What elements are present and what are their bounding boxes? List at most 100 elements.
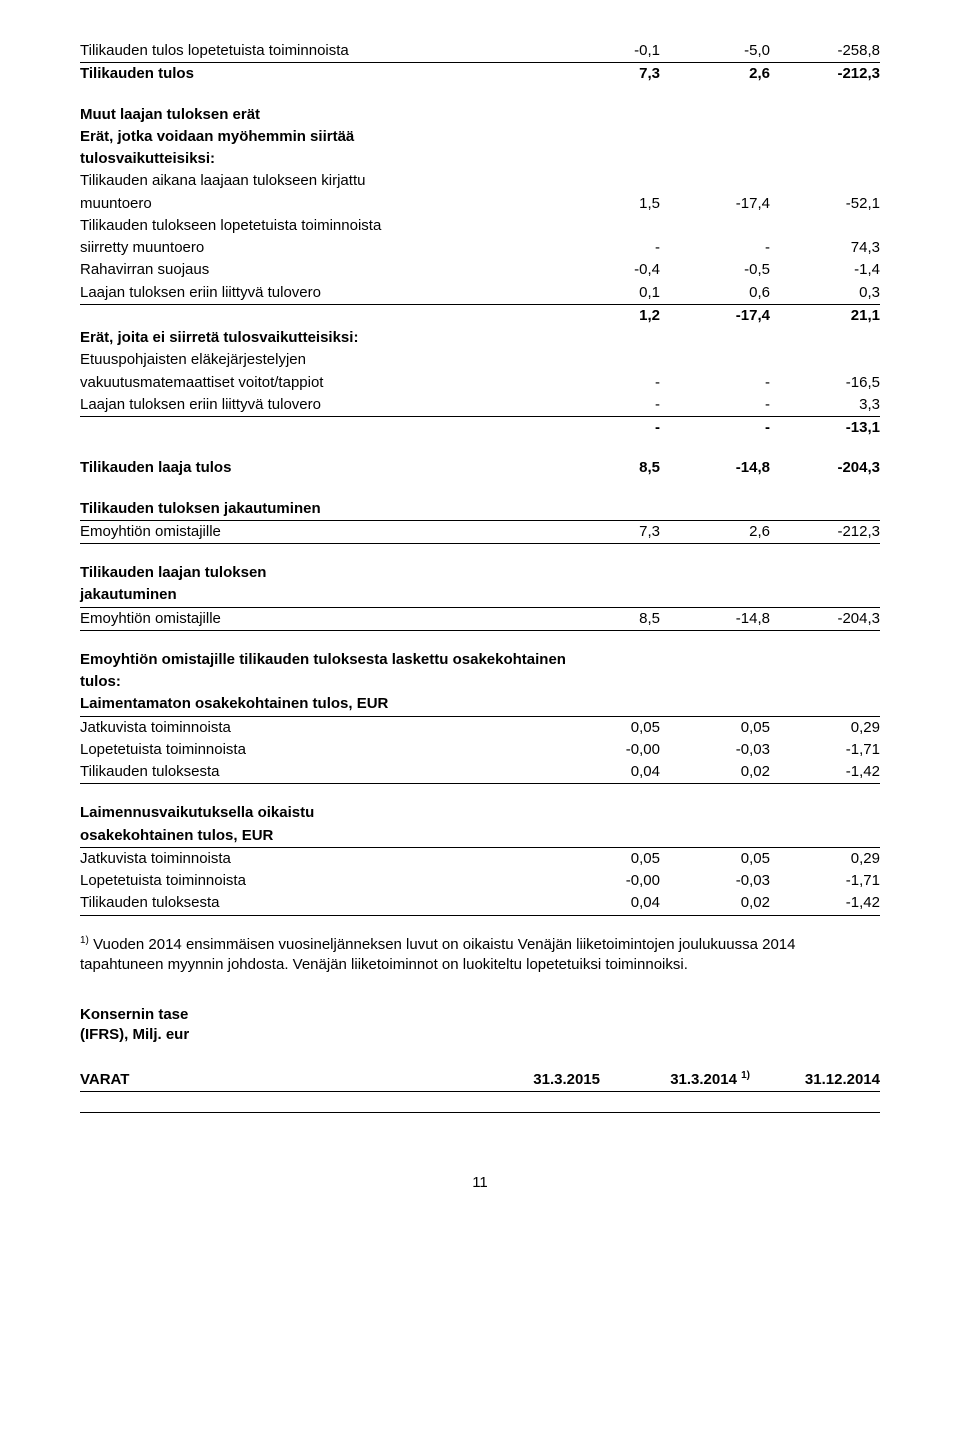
subheading-line: tulosvaikutteisiksi: bbox=[80, 148, 880, 170]
subheading: Laimentamaton osakekohtainen tulos, EUR bbox=[80, 693, 880, 716]
cell: 0,02 bbox=[660, 892, 770, 915]
cell: - bbox=[660, 394, 770, 417]
footnote-text: Vuoden 2014 ensimmäisen vuosineljännekse… bbox=[80, 936, 795, 973]
table-row: Emoyhtiön omistajille 7,3 2,6 -212,3 bbox=[80, 520, 880, 543]
cell: 1,2 bbox=[550, 304, 660, 327]
cell: -17,4 bbox=[660, 193, 770, 215]
table-row: Tilikauden tulos lopetetuista toiminnois… bbox=[80, 40, 880, 63]
table-row: Emoyhtiön omistajille 8,5 -14,8 -204,3 bbox=[80, 607, 880, 630]
col-header-sup: 1) bbox=[741, 1070, 750, 1081]
table-row: vakuutusmatemaattiset voitot/tappiot - -… bbox=[80, 372, 880, 394]
cell: -17,4 bbox=[660, 304, 770, 327]
cell: -258,8 bbox=[770, 40, 880, 63]
cell: 0,1 bbox=[550, 282, 660, 305]
cell: - bbox=[660, 237, 770, 259]
cell: 0,04 bbox=[550, 892, 660, 915]
cell: -0,00 bbox=[550, 870, 660, 892]
table-row: Tilikauden tuloksesta 0,04 0,02 -1,42 bbox=[80, 892, 880, 915]
row-label: Tilikauden laaja tulos bbox=[80, 457, 550, 479]
row-label: Jatkuvista toiminnoista bbox=[80, 847, 550, 870]
cell: 0,29 bbox=[770, 716, 880, 739]
cell: -1,42 bbox=[770, 761, 880, 784]
cell: -212,3 bbox=[770, 63, 880, 86]
cell: 0,02 bbox=[660, 761, 770, 784]
cell: 7,3 bbox=[550, 63, 660, 86]
table-block-7: Laimennusvaikutuksella oikaistu osakekoh… bbox=[80, 802, 880, 915]
section-heading-line: Laimennusvaikutuksella oikaistu bbox=[80, 802, 880, 824]
row-label: Tilikauden aikana laajaan tulokseen kirj… bbox=[80, 170, 550, 192]
section-heading-line: Tilikauden laajan tuloksen bbox=[80, 562, 880, 584]
table-row: Rahavirran suojaus -0,4 -0,5 -1,4 bbox=[80, 259, 880, 281]
table-row: Tilikauden tuloksesta 0,04 0,02 -1,42 bbox=[80, 761, 880, 784]
table-block-6: Emoyhtiön omistajille tilikauden tulokse… bbox=[80, 649, 880, 785]
cell: 3,3 bbox=[770, 394, 880, 417]
section-heading-line: Emoyhtiön omistajille tilikauden tulokse… bbox=[80, 649, 880, 671]
table-row: 1,2 -17,4 21,1 bbox=[80, 304, 880, 327]
table-block-1: Tilikauden tulos lopetetuista toiminnois… bbox=[80, 40, 880, 86]
cell: 2,6 bbox=[660, 63, 770, 86]
cell: - bbox=[550, 394, 660, 417]
col-header: 31.3.2015 bbox=[470, 1068, 600, 1092]
row-label: Emoyhtiön omistajille bbox=[80, 607, 550, 630]
table-row: Tilikauden aikana laajaan tulokseen kirj… bbox=[80, 170, 880, 192]
cell: - bbox=[550, 417, 660, 440]
table-row: VARAT 31.3.2015 31.3.2014 1) 31.12.2014 bbox=[80, 1068, 880, 1092]
row-label: Tilikauden tuloksesta bbox=[80, 761, 550, 784]
cell: -52,1 bbox=[770, 193, 880, 215]
col-header: 31.3.2014 1) bbox=[600, 1068, 750, 1092]
cell: 2,6 bbox=[660, 520, 770, 543]
section-heading: Muut laajan tuloksen erät bbox=[80, 104, 880, 126]
row-label: Lopetetuista toiminnoista bbox=[80, 739, 550, 761]
cell: 0,05 bbox=[550, 716, 660, 739]
row-label: Etuuspohjaisten eläkejärjestelyjen bbox=[80, 349, 550, 371]
cell: 0,05 bbox=[550, 847, 660, 870]
table-row: Laajan tuloksen eriin liittyvä tulovero … bbox=[80, 394, 880, 417]
cell: -0,03 bbox=[660, 870, 770, 892]
table-block-bottom: VARAT 31.3.2015 31.3.2014 1) 31.12.2014 bbox=[80, 1068, 880, 1113]
table-row: Lopetetuista toiminnoista -0,00 -0,03 -1… bbox=[80, 870, 880, 892]
cell: -16,5 bbox=[770, 372, 880, 394]
section-heading: Tilikauden tuloksen jakautuminen bbox=[80, 498, 880, 521]
table-row: Jatkuvista toiminnoista 0,05 0,05 0,29 bbox=[80, 716, 880, 739]
row-label: vakuutusmatemaattiset voitot/tappiot bbox=[80, 372, 550, 394]
table-row: Jatkuvista toiminnoista 0,05 0,05 0,29 bbox=[80, 847, 880, 870]
cell: 8,5 bbox=[550, 457, 660, 479]
row-label: Lopetetuista toiminnoista bbox=[80, 870, 550, 892]
table-block-4: Tilikauden tuloksen jakautuminen Emoyhti… bbox=[80, 498, 880, 545]
section-heading-line: jakautuminen bbox=[80, 584, 880, 607]
table-row: Laajan tuloksen eriin liittyvä tulovero … bbox=[80, 282, 880, 305]
row-label: VARAT bbox=[80, 1068, 470, 1092]
cell: - bbox=[660, 372, 770, 394]
cell: 7,3 bbox=[550, 520, 660, 543]
col-header: 31.12.2014 bbox=[750, 1068, 880, 1092]
section-subheading: (IFRS), Milj. eur bbox=[80, 1025, 880, 1045]
cell: 21,1 bbox=[770, 304, 880, 327]
row-label: Rahavirran suojaus bbox=[80, 259, 550, 281]
cell: -0,03 bbox=[660, 739, 770, 761]
row-label: Tilikauden tulokseen lopetetuista toimin… bbox=[80, 215, 550, 237]
row-label: siirretty muuntoero bbox=[80, 237, 550, 259]
table-block-3: Tilikauden laaja tulos 8,5 -14,8 -204,3 bbox=[80, 457, 880, 479]
page: Tilikauden tulos lopetetuista toiminnois… bbox=[0, 0, 960, 1233]
cell: -1,71 bbox=[770, 739, 880, 761]
row-label: Laajan tuloksen eriin liittyvä tulovero bbox=[80, 282, 550, 305]
cell: -0,4 bbox=[550, 259, 660, 281]
table-row: Lopetetuista toiminnoista -0,00 -0,03 -1… bbox=[80, 739, 880, 761]
row-label: muuntoero bbox=[80, 193, 550, 215]
cell: -204,3 bbox=[770, 607, 880, 630]
row-label bbox=[80, 304, 550, 327]
row-label: Jatkuvista toiminnoista bbox=[80, 716, 550, 739]
page-number: 11 bbox=[80, 1173, 880, 1193]
row-label: Laajan tuloksen eriin liittyvä tulovero bbox=[80, 394, 550, 417]
table-row: Etuuspohjaisten eläkejärjestelyjen bbox=[80, 349, 880, 371]
cell: 0,3 bbox=[770, 282, 880, 305]
row-label: Tilikauden tulos lopetetuista toiminnois… bbox=[80, 40, 550, 63]
table-row: muuntoero 1,5 -17,4 -52,1 bbox=[80, 193, 880, 215]
footnote-sup: 1) bbox=[80, 935, 89, 946]
table-block-2: Muut laajan tuloksen erät Erät, jotka vo… bbox=[80, 104, 880, 440]
cell: 0,05 bbox=[660, 847, 770, 870]
row-label: Tilikauden tulos bbox=[80, 63, 550, 86]
cell: 0,04 bbox=[550, 761, 660, 784]
cell: -0,5 bbox=[660, 259, 770, 281]
cell: - bbox=[660, 417, 770, 440]
